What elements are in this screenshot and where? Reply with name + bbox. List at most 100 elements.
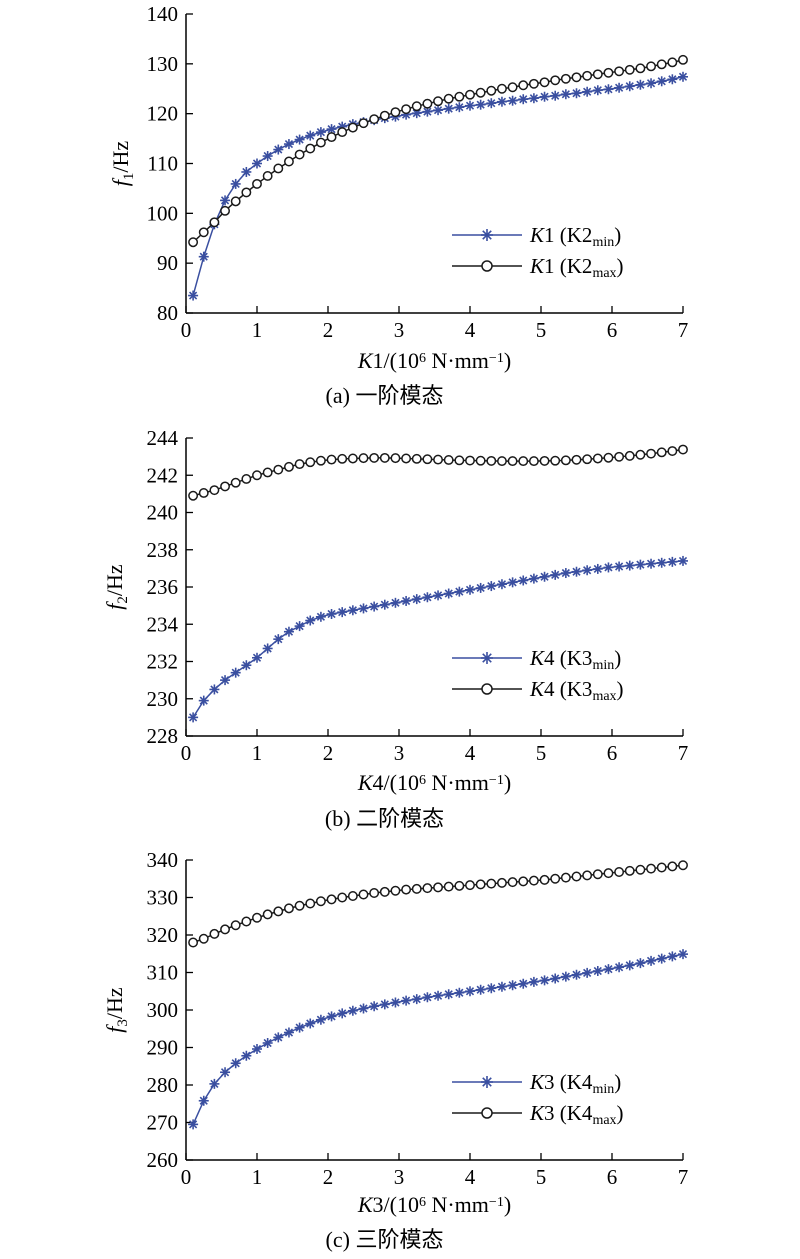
legend-label: K4 (K3max) — [529, 677, 624, 704]
data-point — [592, 563, 603, 574]
data-point — [198, 1095, 209, 1106]
data-point — [411, 994, 422, 1005]
data-point — [678, 54, 688, 65]
data-point — [337, 127, 348, 138]
data-point — [518, 876, 529, 887]
legend-item: K1 (K2min) — [452, 223, 621, 250]
data-point — [422, 883, 433, 894]
data-point — [188, 1119, 199, 1130]
data-point — [635, 449, 646, 460]
data-point — [635, 559, 646, 570]
data-point — [646, 78, 657, 89]
data-point — [603, 964, 614, 975]
data-point — [294, 900, 305, 911]
data-point — [198, 933, 209, 944]
series-circle — [188, 54, 688, 248]
data-point — [411, 101, 422, 112]
data-point — [358, 118, 369, 129]
data-point — [315, 137, 326, 148]
data-point — [347, 122, 358, 133]
data-point — [518, 575, 529, 586]
y-axis-title: f3/Hz — [102, 987, 131, 1033]
data-point — [337, 1008, 348, 1019]
data-point — [198, 695, 209, 706]
data-point — [475, 879, 486, 890]
x-tick-label: 7 — [678, 1165, 689, 1189]
x-tick-label: 7 — [678, 318, 689, 342]
data-point — [454, 586, 465, 597]
data-point — [411, 453, 422, 464]
y-tick-label: 90 — [157, 251, 178, 275]
y-tick-label: 340 — [147, 848, 179, 872]
data-point — [550, 973, 561, 984]
data-point — [262, 467, 273, 478]
data-point — [571, 454, 582, 465]
data-point — [507, 82, 518, 93]
x-tick-label: 1 — [252, 1165, 263, 1189]
data-point — [571, 72, 582, 83]
data-point — [390, 997, 401, 1008]
data-point — [347, 605, 358, 616]
data-point — [411, 594, 422, 605]
data-point — [252, 158, 262, 169]
data-point — [465, 986, 475, 997]
data-point — [465, 89, 475, 100]
series-circle — [188, 860, 688, 948]
x-tick-label: 5 — [536, 1165, 547, 1189]
data-point — [582, 967, 593, 978]
data-point — [230, 196, 241, 207]
data-point — [273, 634, 284, 645]
data-point — [262, 643, 273, 654]
data-point — [252, 178, 262, 189]
data-point — [550, 455, 561, 466]
data-point — [358, 1003, 369, 1014]
y-tick-label: 236 — [147, 575, 179, 599]
data-point — [496, 981, 507, 992]
data-point — [252, 652, 262, 663]
data-point — [209, 684, 220, 695]
data-point — [678, 71, 688, 82]
x-tick-label: 3 — [394, 741, 405, 765]
data-point — [220, 205, 231, 216]
data-point — [401, 453, 412, 464]
data-point — [518, 94, 529, 105]
data-point — [294, 1022, 305, 1033]
data-point — [539, 91, 550, 102]
data-point — [273, 1032, 284, 1043]
x-tick-label: 7 — [678, 741, 689, 765]
data-point — [188, 237, 199, 248]
data-point — [624, 81, 635, 92]
data-point — [337, 607, 348, 618]
data-point — [283, 1027, 294, 1038]
data-point — [262, 909, 273, 920]
data-point — [560, 872, 571, 883]
data-point — [475, 87, 486, 98]
data-point — [220, 1067, 231, 1078]
data-point — [390, 453, 401, 464]
x-tick-label: 0 — [181, 741, 192, 765]
data-point — [656, 862, 667, 873]
data-point — [273, 163, 284, 174]
chart-caption: (a) 一阶模态 — [326, 383, 444, 408]
data-point — [614, 66, 625, 77]
y-tick-label: 232 — [147, 650, 179, 674]
data-point — [326, 132, 337, 143]
data-point — [528, 573, 539, 584]
data-point — [315, 127, 326, 138]
x-tick-label: 3 — [394, 318, 405, 342]
data-point — [220, 675, 231, 686]
data-point — [433, 990, 444, 1001]
data-point — [241, 660, 252, 671]
data-point — [614, 561, 625, 572]
data-point — [582, 870, 593, 881]
data-point — [347, 453, 358, 464]
data-point — [518, 80, 529, 91]
series-line — [192, 953, 684, 1125]
data-point — [614, 82, 625, 93]
data-point — [486, 85, 497, 96]
data-point — [379, 452, 390, 463]
y-tick-label: 230 — [147, 687, 179, 711]
y-tick-label: 238 — [147, 538, 179, 562]
data-point — [294, 621, 305, 632]
